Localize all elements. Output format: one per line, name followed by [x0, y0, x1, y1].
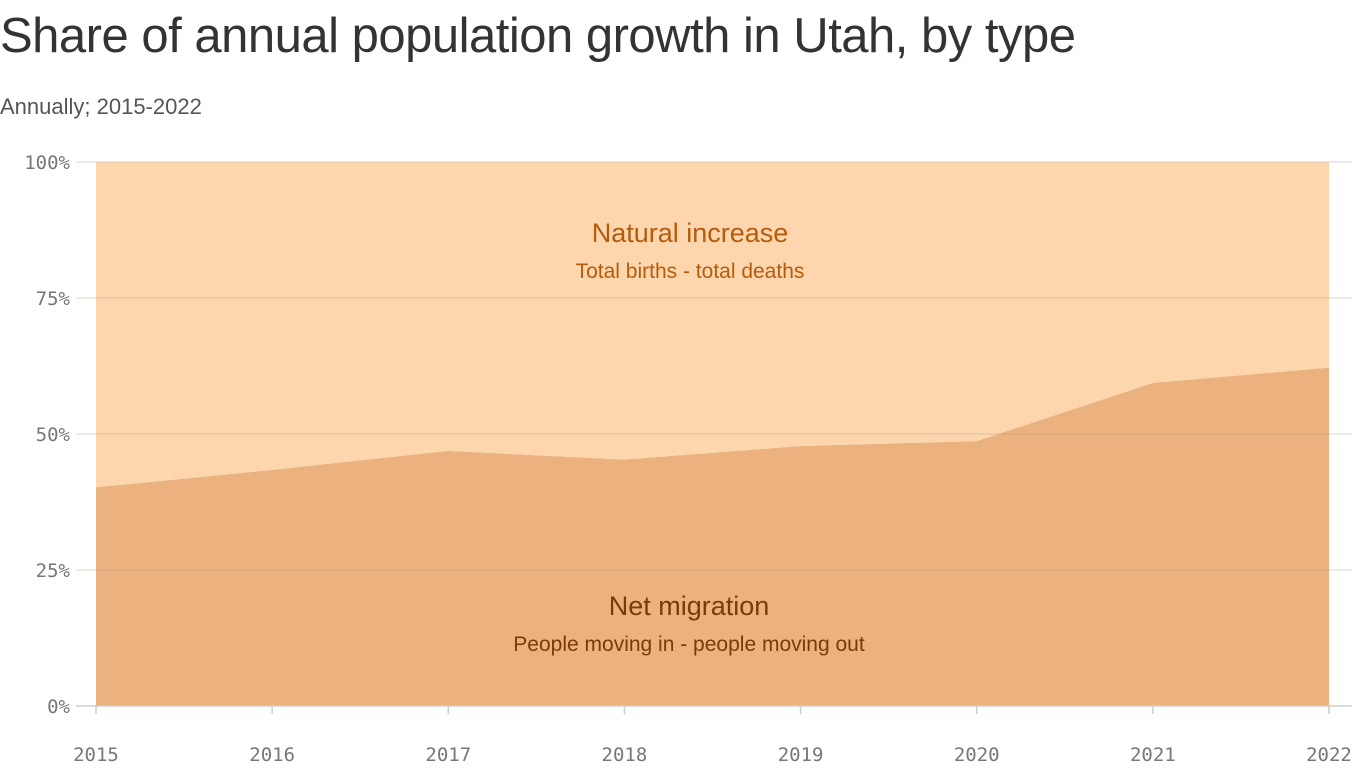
series-label-net-migration: Net migration [609, 591, 770, 621]
y-tick-label: 100% [24, 152, 70, 174]
x-tick-label: 2021 [1130, 744, 1176, 766]
y-tick-label: 0% [47, 696, 70, 718]
x-tick-label: 2017 [425, 744, 471, 766]
chart-subtitle: Annually; 2015-2022 [0, 94, 202, 119]
y-tick-label: 75% [36, 288, 71, 310]
area-natural-increase [96, 162, 1329, 488]
x-tick-label: 2020 [954, 744, 1000, 766]
x-tick-label: 2015 [73, 744, 119, 766]
x-tick-label: 2019 [778, 744, 824, 766]
y-tick-label: 50% [36, 424, 71, 446]
series-note-net-migration: People moving in - people moving out [513, 633, 865, 656]
x-tick-label: 2022 [1306, 744, 1352, 766]
chart-title: Share of annual population growth in Uta… [0, 9, 1076, 63]
series-note-natural-increase: Total births - total deaths [576, 260, 805, 283]
x-tick-label: 2018 [602, 744, 648, 766]
x-tick-label: 2016 [249, 744, 295, 766]
area-net-migration [96, 367, 1329, 706]
y-tick-label: 25% [36, 560, 71, 582]
series-label-natural-increase: Natural increase [592, 218, 789, 248]
